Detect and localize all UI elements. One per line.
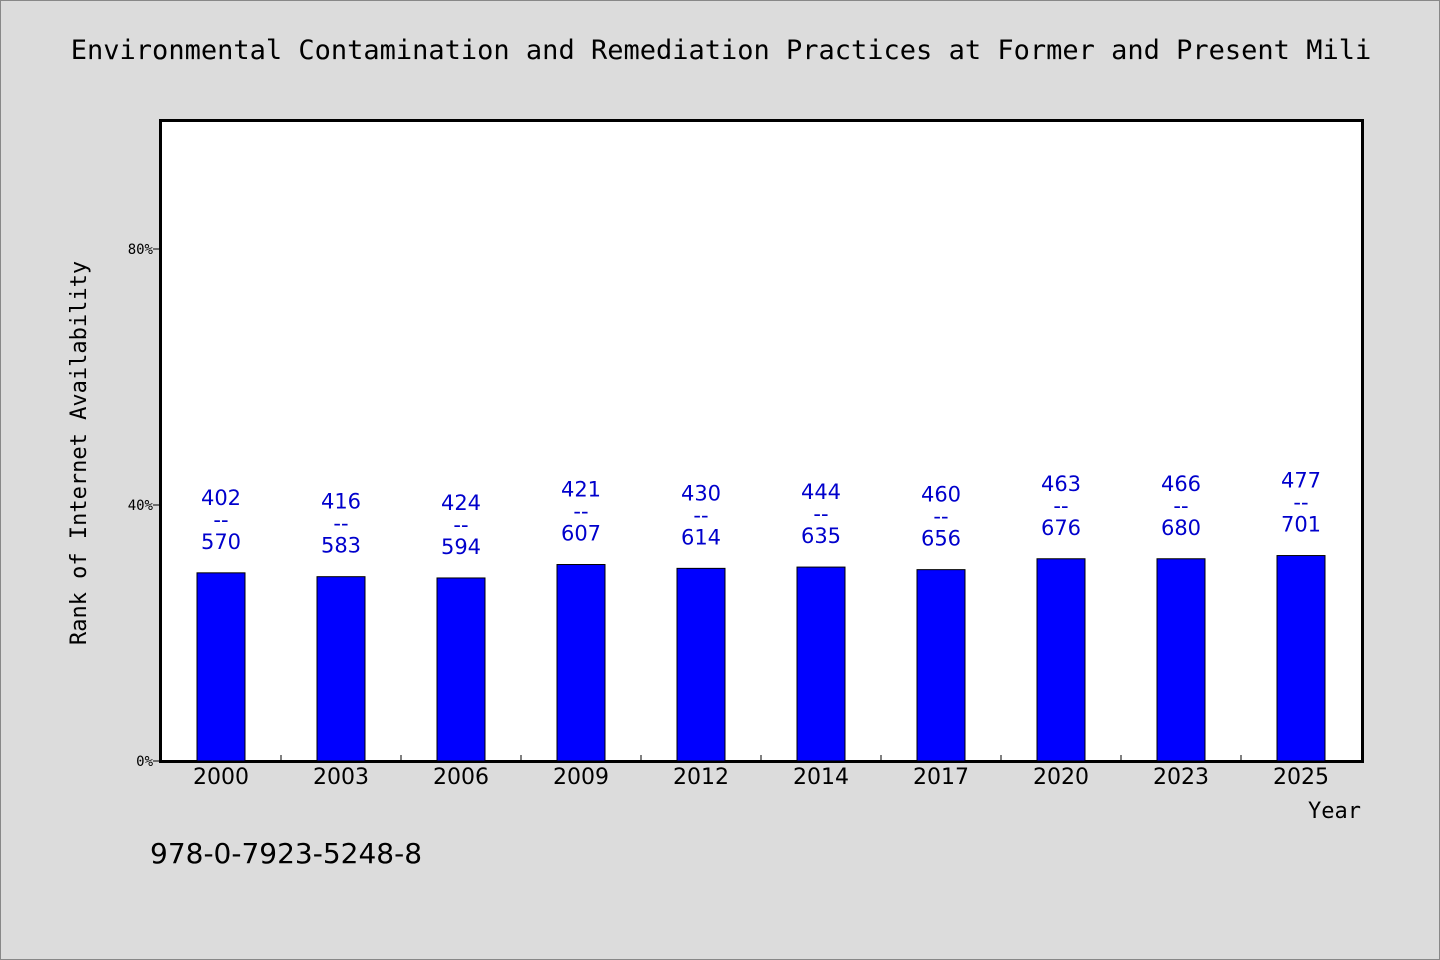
bar-2014 [796,566,846,762]
x-tick-label-2009: 2009 [553,765,609,790]
bars-layer [196,555,1326,762]
data-label-low-2020: 463 [1041,472,1081,496]
chart-title: Environmental Contamination and Remediat… [70,35,1372,66]
bar-2020 [1036,558,1086,762]
data-label-sep-2006: -- [453,513,468,537]
data-label-high-2014: 635 [801,524,841,548]
data-label-low-2017: 460 [921,483,961,507]
y-tick-label-80: 80% [128,242,154,258]
data-label-high-2023: 680 [1161,516,1201,540]
data-label-sep-2003: -- [333,512,348,536]
x-tick-label-2025: 2025 [1273,765,1329,790]
y-axis-label: Rank of Internet Availability [67,261,92,645]
data-label-high-2006: 594 [441,535,481,559]
y-axis: 0% 40% 80% [128,242,161,770]
data-label-high-2025: 701 [1281,513,1321,537]
data-label-high-2020: 676 [1041,516,1081,540]
x-axis: 2000 2003 2006 2009 2012 2014 2017 2020 2023 2025 [193,755,1329,790]
y-tick-label-40: 40% [128,498,154,514]
data-label-high-2009: 607 [561,522,601,546]
data-label-low-2000: 402 [201,486,241,510]
data-label-sep-2023: -- [1173,494,1188,518]
data-label-low-2006: 424 [441,491,481,515]
isbn-text: 978-0-7923-5248-8 [150,837,423,870]
bar-2000 [196,572,246,762]
bar-2003 [316,576,366,762]
data-label-sep-2017: -- [933,505,948,529]
y-tick-label-0: 0% [136,754,153,770]
data-label-low-2003: 416 [321,490,361,514]
data-label-low-2009: 421 [561,478,601,502]
x-tick-label-2023: 2023 [1153,765,1209,790]
data-label-low-2012: 430 [681,481,721,505]
data-label-low-2023: 466 [1161,472,1201,496]
x-tick-label-2006: 2006 [433,765,489,790]
bar-2025 [1276,555,1326,762]
data-label-sep-2012: -- [693,503,708,527]
x-tick-label-2020: 2020 [1033,765,1089,790]
data-label-high-2000: 570 [201,530,241,554]
data-label-low-2014: 444 [801,480,841,504]
x-tick-label-2017: 2017 [913,765,969,790]
x-tick-label-2012: 2012 [673,765,729,790]
data-label-high-2003: 583 [321,534,361,558]
bar-2023 [1156,558,1206,762]
x-tick-label-2003: 2003 [313,765,369,790]
data-label-sep-2000: -- [213,508,228,532]
bar-2006 [436,577,486,762]
x-tick-label-2014: 2014 [793,765,849,790]
bar-2009 [556,564,606,762]
data-label-high-2012: 614 [681,525,721,549]
data-label-sep-2020: -- [1053,494,1068,518]
x-tick-label-2000: 2000 [193,765,249,790]
data-label-sep-2025: -- [1293,491,1308,515]
data-label-sep-2009: -- [573,500,588,524]
bar-2012 [676,567,726,762]
data-label-sep-2014: -- [813,502,828,526]
data-labels-layer: 402--570416--583424--594421--607430--614… [201,469,1321,559]
x-axis-label: Year [1308,799,1361,824]
data-label-low-2025: 477 [1281,469,1321,493]
bar-2017 [916,569,966,762]
data-label-high-2017: 656 [921,527,961,551]
